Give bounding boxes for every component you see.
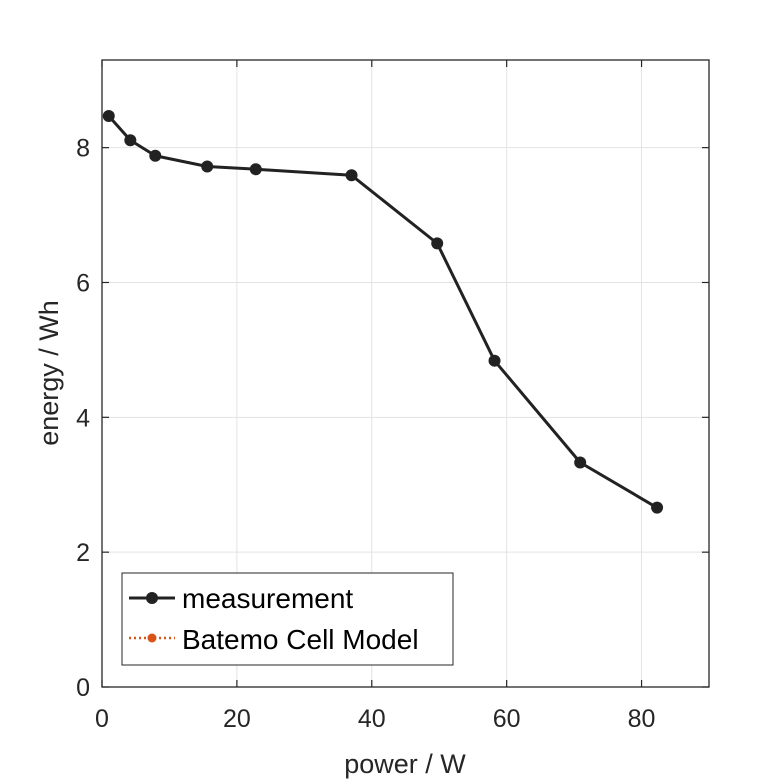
x-tick-label: 80 xyxy=(628,705,656,733)
y-axis-label: energy / Wh xyxy=(34,300,64,446)
data-point xyxy=(431,237,444,250)
tick-labels: 0 20 40 60 80 0 2 4 6 8 xyxy=(76,135,655,733)
y-tick-label: 4 xyxy=(76,404,90,432)
y-tick-label: 8 xyxy=(76,135,90,163)
legend: measurement Batemo Cell Model xyxy=(121,572,454,666)
data-point xyxy=(102,109,115,122)
x-tick-label: 40 xyxy=(358,705,386,733)
legend-model-marker xyxy=(147,633,157,643)
y-tick-label: 2 xyxy=(76,539,90,567)
series-line-0 xyxy=(107,114,658,509)
x-tick-label: 60 xyxy=(493,705,521,733)
y-tick-label: 6 xyxy=(76,269,90,297)
x-tick-label: 20 xyxy=(223,705,251,733)
legend-model-label: Batemo Cell Model xyxy=(182,624,419,655)
data-point xyxy=(574,456,587,469)
plot-frame xyxy=(101,59,710,688)
data-point xyxy=(345,169,358,182)
data-point xyxy=(201,160,214,173)
legend-measurement-marker xyxy=(146,592,158,604)
data-point xyxy=(249,163,262,176)
x-axis-label: power / W xyxy=(344,749,466,779)
data-point xyxy=(651,501,664,514)
x-tick-label: 0 xyxy=(95,705,109,733)
ticks xyxy=(101,60,709,688)
legend-measurement-label: measurement xyxy=(182,583,353,614)
y-tick-label: 0 xyxy=(76,674,90,702)
data-point xyxy=(124,134,137,147)
data-point xyxy=(488,354,501,367)
legend-box xyxy=(121,572,454,666)
series-layer xyxy=(102,109,664,514)
data-point xyxy=(149,149,162,162)
